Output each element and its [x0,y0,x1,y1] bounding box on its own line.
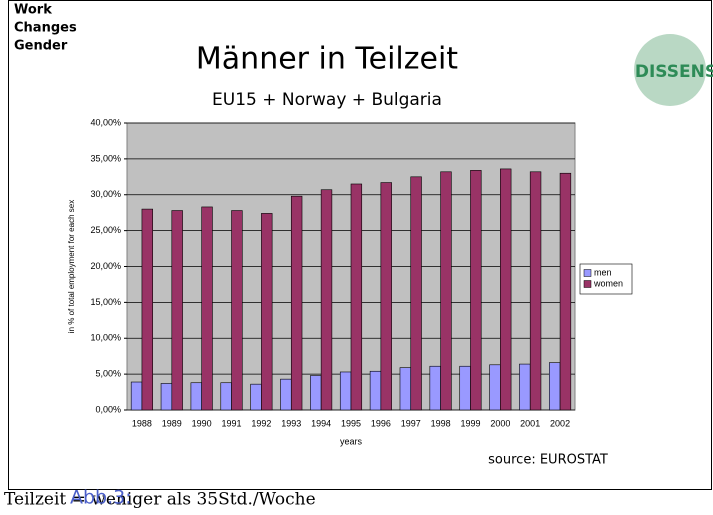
source: source: EUROSTAT [488,453,608,468]
x-tick-label: 1997 [401,418,421,428]
x-tick-label: 1999 [460,418,480,428]
legend-swatch [583,280,592,288]
bar [429,365,441,411]
x-tick-label: 1991 [222,418,242,428]
y-axis-label: in % of total employment for each sex [67,200,76,333]
slide-border [8,0,712,490]
bar [519,363,531,411]
bar [500,168,512,411]
chart: 0,00% 5,00% 10,00% 15,00% 20,00% 25,00% 30,00%… [67,117,633,446]
bar [459,365,471,411]
subtitle: EU15 + Norway + Bulgaria [212,90,442,110]
y-tick-label: 20,00% [90,261,121,271]
x-axis-label: years [340,436,363,446]
logo-circle [634,34,706,106]
bar [231,210,243,411]
legend-swatch [583,269,592,277]
tag-line: Work [14,3,52,18]
y-tick-label: 15,00% [90,297,121,307]
bar [410,176,422,411]
y-tick-label: 25,00% [90,225,121,235]
legend-label: men [594,267,612,277]
x-tick-label: 1993 [281,418,301,428]
title: Männer in Teilzeit [196,42,458,77]
bar [220,382,232,411]
bar [489,364,501,411]
y-tick-label: 35,00% [90,153,121,163]
x-tick-label: 1995 [341,418,361,428]
bar [529,171,542,411]
logo: DISSENS [634,34,713,106]
bar [130,381,143,411]
x-tick-label: 1988 [132,418,152,428]
bar [290,195,303,411]
x-tick-label: 2002 [550,418,570,428]
legend-box [579,263,633,295]
bar [369,370,382,411]
x-tick-label: 2000 [490,418,510,428]
y-tick-label: 10,00% [90,333,121,343]
bar [141,208,153,411]
x-tick-label: 1998 [431,418,451,428]
bar [339,371,352,411]
x-tick-label: 2001 [520,418,540,428]
bar [171,210,183,411]
x-tick-label: 1994 [311,418,331,428]
bar [399,367,412,411]
tag-line: Gender [14,39,68,54]
bar [160,383,173,411]
caption-label: Abb.3: [70,487,132,509]
bar [559,172,572,411]
bar [310,375,322,411]
x-tick-label: 1996 [371,418,391,428]
bar [201,206,213,411]
bar [440,171,452,411]
bar [190,382,202,411]
tag-line: Changes [14,21,77,36]
y-tick-label: 40,00% [90,117,121,127]
bar [320,189,333,411]
x-tick-label: 1992 [251,418,271,428]
legend-label: women [593,278,623,288]
bar [261,213,273,411]
bar [280,378,292,411]
x-tick-label: 1989 [162,418,182,428]
y-tick-label: 0,00% [95,404,121,414]
logo-text: DISSENS [635,62,713,82]
bar [250,383,262,411]
x-tick-label: 1990 [192,418,212,428]
bar [380,182,392,411]
bar [549,362,561,411]
bar [470,170,482,411]
bar [350,183,363,411]
caption-text: Teilzeit = weniger als 35Std./Woche [4,490,316,510]
y-tick-label: 30,00% [90,189,121,199]
y-tick-label: 5,00% [95,369,121,379]
